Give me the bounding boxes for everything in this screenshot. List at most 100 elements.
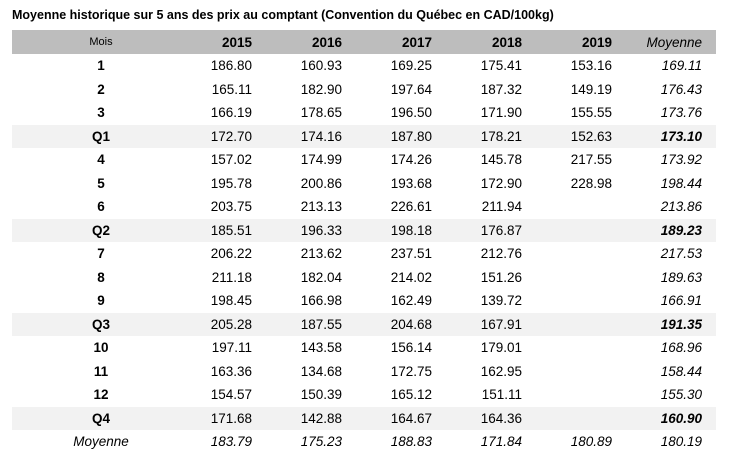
value-cell: 226.61 xyxy=(390,199,432,215)
value-cell: 228.98 xyxy=(570,175,612,191)
column-header-2015: 2015 xyxy=(221,34,252,50)
value-cell: 175.41 xyxy=(480,58,522,74)
value-cell: 213.13 xyxy=(300,199,342,215)
value-cell: 152.63 xyxy=(570,128,612,144)
value-cell: 176.43 xyxy=(660,81,702,97)
value-cell: 163.36 xyxy=(210,363,252,379)
table-row: Q1 172.70 174.16 187.80 178.21 152.63 173.10 xyxy=(12,124,716,148)
table-row: 4 157.02 174.99 174.26 145.78 217.55 173.92 xyxy=(12,148,716,172)
value-cell: 180.89 xyxy=(570,434,612,450)
value-cell: 198.44 xyxy=(660,175,702,191)
value-cell: 191.35 xyxy=(660,316,702,332)
table-header: Mois 2015 2016 2017 2018 2019 Moyenne xyxy=(12,30,716,54)
value-cell: 206.22 xyxy=(210,246,252,262)
value-cell: 187.55 xyxy=(300,316,342,332)
value-cell: 171.68 xyxy=(210,410,252,426)
value-cell: 139.72 xyxy=(480,293,522,309)
value-cell: 134.68 xyxy=(300,363,342,379)
table-row: 5 195.78 200.86 193.68 172.90 228.98 198.44 xyxy=(12,172,716,196)
value-cell: 188.83 xyxy=(390,434,432,450)
value-cell: 189.23 xyxy=(660,222,702,238)
value-cell: 182.04 xyxy=(300,269,342,285)
value-cell: 172.90 xyxy=(480,175,522,191)
value-cell: 200.86 xyxy=(300,175,342,191)
table-row: 12 154.57 150.39 165.12 151.11 155.30 xyxy=(12,383,716,407)
table-row: 1 186.80 160.93 169.25 175.41 153.16 169.11 xyxy=(12,54,716,78)
value-cell: 213.62 xyxy=(300,246,342,262)
value-cell: 187.32 xyxy=(480,81,522,97)
row-label: Q2 xyxy=(91,222,110,238)
table-row: 8 211.18 182.04 214.02 151.26 189.63 xyxy=(12,266,716,290)
table-row: Q3 205.28 187.55 204.68 167.91 191.35 xyxy=(12,312,716,337)
value-cell: 164.36 xyxy=(480,410,522,426)
value-cell: 151.11 xyxy=(481,387,522,403)
row-label: 8 xyxy=(97,269,105,285)
value-cell: 185.51 xyxy=(210,222,252,238)
row-label: 3 xyxy=(97,105,105,121)
row-label: Moyenne xyxy=(73,434,129,450)
value-cell: 157.02 xyxy=(210,152,252,168)
value-cell: 168.96 xyxy=(660,340,702,356)
value-cell: 162.49 xyxy=(390,293,432,309)
value-cell: 169.25 xyxy=(390,58,432,74)
value-cell: 162.95 xyxy=(480,363,522,379)
value-cell: 160.90 xyxy=(660,410,702,426)
value-cell xyxy=(550,336,640,360)
value-cell: 174.26 xyxy=(390,152,432,168)
value-cell: 204.68 xyxy=(390,316,432,332)
value-cell: 142.88 xyxy=(300,410,342,426)
value-cell: 173.10 xyxy=(660,128,702,144)
row-label: 6 xyxy=(97,199,105,215)
value-cell: 155.30 xyxy=(660,387,702,403)
column-header-2019: 2019 xyxy=(581,34,612,50)
value-cell: 198.45 xyxy=(210,293,252,309)
value-cell: 143.58 xyxy=(300,340,342,356)
value-cell: 158.44 xyxy=(660,363,702,379)
value-cell: 187.80 xyxy=(390,128,432,144)
column-header-2018: 2018 xyxy=(491,34,522,50)
value-cell: 196.33 xyxy=(300,222,342,238)
table-row: 6 203.75 213.13 226.61 211.94 213.86 xyxy=(12,195,716,219)
value-cell: 150.39 xyxy=(300,387,342,403)
value-cell xyxy=(550,383,640,407)
value-cell xyxy=(550,195,640,219)
value-cell xyxy=(550,289,640,313)
value-cell: 145.78 xyxy=(480,152,522,168)
value-cell: 166.19 xyxy=(210,105,252,121)
row-label: 11 xyxy=(93,363,109,379)
value-cell: 167.91 xyxy=(480,316,522,332)
table-row: Q2 185.51 196.33 198.18 176.87 189.23 xyxy=(12,218,716,242)
header-row: Mois 2015 2016 2017 2018 2019 Moyenne xyxy=(12,30,716,54)
table-row: 10 197.11 143.58 156.14 179.01 168.96 xyxy=(12,336,716,360)
value-cell: 182.90 xyxy=(300,81,342,97)
value-cell: 179.01 xyxy=(480,340,522,356)
value-cell: 164.67 xyxy=(390,410,432,426)
table-row: 7 206.22 213.62 237.51 212.76 217.53 xyxy=(12,242,716,266)
column-header-2017: 2017 xyxy=(401,34,432,50)
column-header-mois: Mois xyxy=(89,36,113,48)
value-cell: 155.55 xyxy=(570,105,612,121)
value-cell: 196.50 xyxy=(390,105,432,121)
value-cell: 186.80 xyxy=(210,58,252,74)
value-cell: 151.26 xyxy=(480,269,522,285)
value-cell: 171.84 xyxy=(480,434,522,450)
value-cell: 178.21 xyxy=(480,128,522,144)
value-cell: 154.57 xyxy=(210,387,252,403)
value-cell: 165.11 xyxy=(211,81,252,97)
table-row: 3 166.19 178.65 196.50 171.90 155.55 173.76 xyxy=(12,101,716,125)
value-cell: 212.76 xyxy=(480,246,522,262)
value-cell: 175.23 xyxy=(300,434,342,450)
row-label: Q4 xyxy=(91,410,110,426)
value-cell: 195.78 xyxy=(210,175,252,191)
value-cell: 217.55 xyxy=(570,152,612,168)
row-label: 9 xyxy=(97,293,105,309)
row-label: 1 xyxy=(97,58,105,74)
table-row: Q4 171.68 142.88 164.67 164.36 160.90 xyxy=(12,406,716,430)
value-cell: 160.93 xyxy=(300,58,342,74)
value-cell: 213.86 xyxy=(660,199,702,215)
value-cell: 211.94 xyxy=(481,199,522,215)
value-cell: 176.87 xyxy=(480,222,522,238)
value-cell: 180.19 xyxy=(660,434,702,450)
value-cell xyxy=(550,313,640,337)
value-cell xyxy=(550,266,640,290)
